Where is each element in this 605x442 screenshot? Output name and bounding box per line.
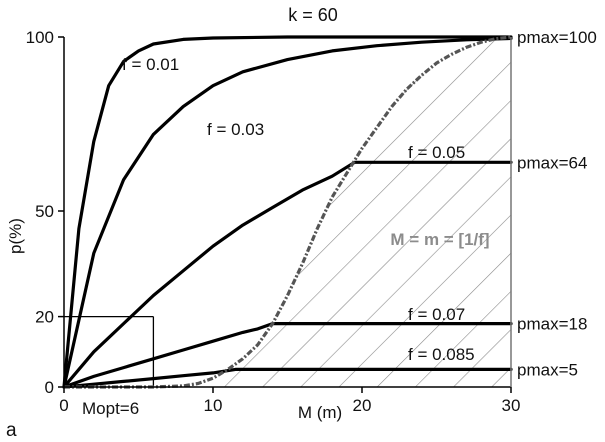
y-tick-label: 20 [35, 308, 54, 327]
series-label-f-005: f = 0.05 [408, 143, 465, 162]
labels-layer: f = 0.01 f = 0.03 f = 0.05 f = 0.07 f = 0.08… [122, 28, 597, 379]
series-label-f-001: f = 0.01 [122, 55, 179, 74]
y-axis-label: p(%) [6, 218, 25, 254]
chart-title: k = 60 [288, 5, 338, 25]
series-line-f-007 [62, 322, 513, 389]
series-label-f-003: f = 0.03 [207, 120, 264, 139]
boundary-curve [64, 35, 512, 389]
x-tick-label: 10 [204, 396, 223, 415]
series-line-f-001 [62, 35, 513, 389]
y-tick-label: 100 [26, 28, 54, 47]
ticks-layer: 0 10 20 30 0 20 50 100 [26, 28, 521, 415]
y-tick-label: 50 [35, 202, 54, 221]
boundary-label: M = m = [1/f] [390, 230, 489, 249]
x-tick-label: 20 [353, 396, 372, 415]
series-line-f-005 [62, 160, 513, 389]
x-tick-label: 30 [502, 396, 521, 415]
pmax-annotation: pmax=64 [517, 153, 587, 172]
optimum-label: Mopt=6 [82, 399, 139, 418]
series-line-f-003 [62, 36, 513, 389]
series-label-f-007: f = 0.07 [408, 305, 465, 324]
series-label-f-0085: f = 0.085 [408, 345, 475, 364]
x-tick-label: 0 [59, 396, 68, 415]
x-axis-label: M (m) [298, 403, 342, 422]
series-line-f-0085 [62, 367, 513, 389]
series-layer [62, 35, 513, 389]
pmax-annotation: pmax=18 [517, 315, 587, 334]
hatched-region [64, 37, 511, 387]
figure-label: a [6, 420, 17, 441]
pmax-annotation: pmax=5 [517, 360, 578, 379]
pmax-annotation: pmax=100 [517, 28, 597, 47]
y-tick-label: 0 [45, 378, 54, 397]
